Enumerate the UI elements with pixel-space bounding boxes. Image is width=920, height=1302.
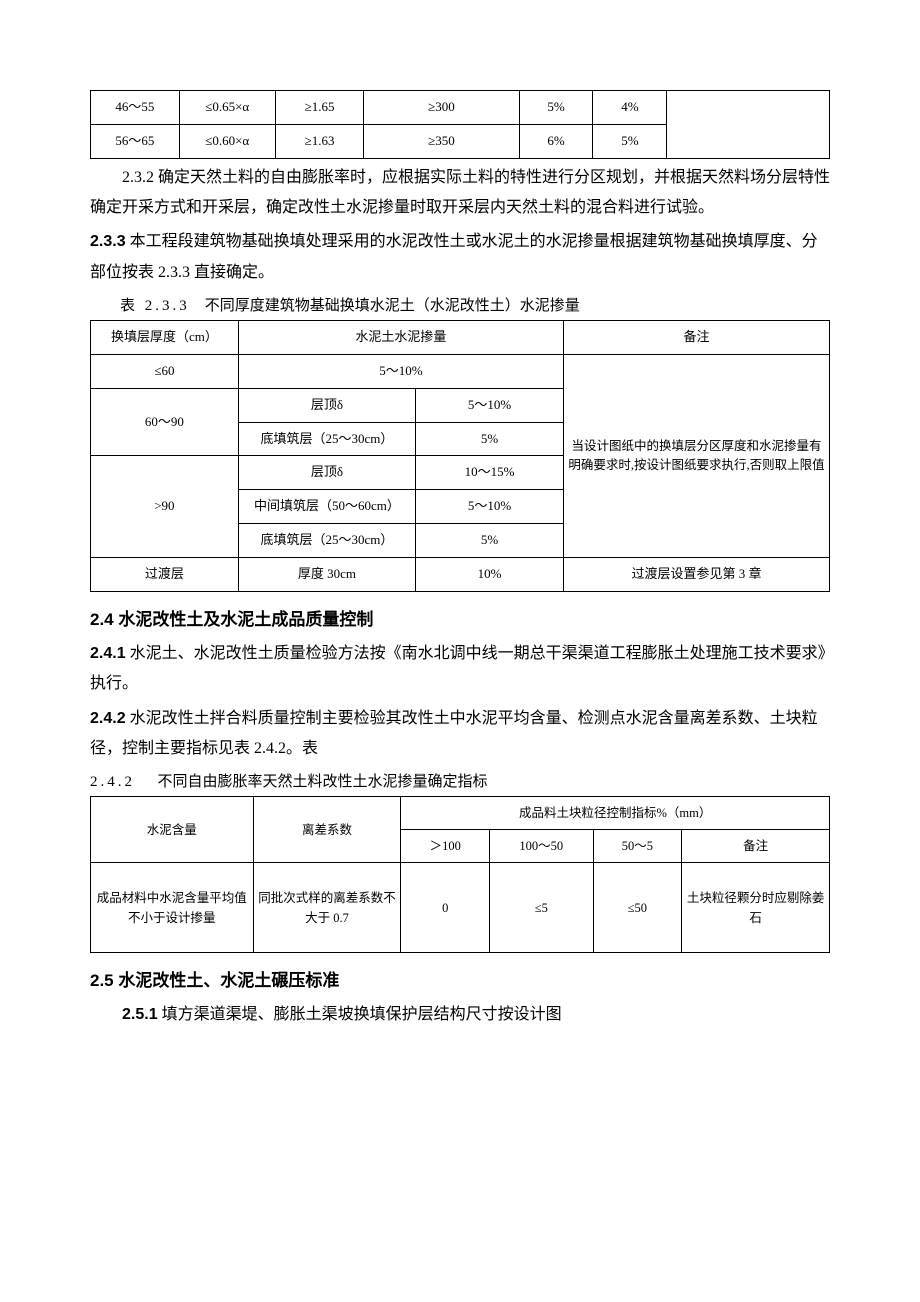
col-subheader: 50～5 xyxy=(593,830,682,863)
cell-empty xyxy=(667,91,830,159)
heading-2-4: 2.4 水泥改性土及水泥土成品质量控制 xyxy=(90,606,830,633)
para-2-3-2: 2.3.2 确定天然土料的自由膨胀率时，应根据实际土料的特性进行分区规划，并根据… xyxy=(90,163,830,224)
cell: 5～10% xyxy=(416,388,564,422)
cell: 0 xyxy=(401,863,490,953)
cell: >90 xyxy=(91,456,239,557)
table-2-4-2-caption: 2.4.2 不同自由膨胀率天然土料改性土水泥掺量确定指标 xyxy=(90,770,830,794)
caption-title: 不同自由膨胀率天然土料改性土水泥掺量确定指标 xyxy=(158,774,488,790)
table-row: 成品材料中水泥含量平均值不小于设计掺量 同批次式样的离差系数不大于 0.7 0 … xyxy=(91,863,830,953)
clause-number: 2.3.3 xyxy=(90,233,126,250)
col-header: 水泥土水泥掺量 xyxy=(238,321,563,355)
heading-2-5: 2.5 水泥改性土、水泥土碾压标准 xyxy=(90,967,830,994)
caption-number: 2.4.2 xyxy=(90,774,135,790)
cell: ≤50 xyxy=(593,863,682,953)
col-header: 离差系数 xyxy=(253,797,401,863)
cell: 成品材料中水泥含量平均值不小于设计掺量 xyxy=(91,863,254,953)
cell: ≥350 xyxy=(364,124,519,158)
col-header: 换填层厚度（cm） xyxy=(91,321,239,355)
col-header: 水泥含量 xyxy=(91,797,254,863)
cell: 6% xyxy=(519,124,593,158)
cell: 5～10% xyxy=(238,354,563,388)
clause-number: 2.5.1 xyxy=(122,1006,158,1023)
col-subheader: 100～50 xyxy=(490,830,593,863)
col-subheader: 备注 xyxy=(682,830,830,863)
cell: 过渡层设置参见第 3 章 xyxy=(563,557,829,591)
cell: ≤0.60×α xyxy=(179,124,275,158)
cell: ≥300 xyxy=(364,91,519,125)
cell: 10% xyxy=(416,557,564,591)
cell: 同批次式样的离差系数不大于 0.7 xyxy=(253,863,401,953)
cell: 土块粒径颗分时应剔除姜石 xyxy=(682,863,830,953)
clause-number: 2.4.1 xyxy=(90,645,126,662)
heading-text: 2.5 水泥改性土、水泥土碾压标准 xyxy=(90,971,339,990)
table-2-4-2: 水泥含量 离差系数 成品料土块粒径控制指标%（mm） ＞100 100～50 5… xyxy=(90,796,830,953)
cell: 5～10% xyxy=(416,490,564,524)
table-2-3-3: 换填层厚度（cm） 水泥土水泥掺量 备注 ≤60 5～10% 当设计图纸中的换填… xyxy=(90,320,830,591)
cell: 底填筑层（25～30cm） xyxy=(238,422,415,456)
clause-body: 填方渠道渠堤、膨胀土渠坡换填保护层结构尺寸按设计图 xyxy=(158,1006,562,1023)
cell: 60～90 xyxy=(91,388,239,456)
cell: ≤0.65×α xyxy=(179,91,275,125)
col-header: 备注 xyxy=(563,321,829,355)
cell: 层顶δ xyxy=(238,388,415,422)
table-row: 46～55 ≤0.65×α ≥1.65 ≥300 5% 4% xyxy=(91,91,830,125)
col-header: 成品料土块粒径控制指标%（mm） xyxy=(401,797,830,830)
col-subheader: ＞100 xyxy=(401,830,490,863)
clause-body: 本工程段建筑物基础换填处理采用的水泥改性土或水泥土的水泥掺量根据建筑物基础换填厚… xyxy=(90,233,818,280)
clause-body: 水泥土、水泥改性土质量检验方法按《南水北调中线一期总干渠渠道工程膨胀土处理施工技… xyxy=(90,645,826,692)
cell: 层顶δ xyxy=(238,456,415,490)
cell: ≥1.63 xyxy=(275,124,364,158)
cell: ≥1.65 xyxy=(275,91,364,125)
cell: 56～65 xyxy=(91,124,180,158)
table-expansion-rate-frag: 46～55 ≤0.65×α ≥1.65 ≥300 5% 4% 56～65 ≤0.… xyxy=(90,90,830,159)
cell: ≤60 xyxy=(91,354,239,388)
table-row: 过渡层 厚度 30cm 10% 过渡层设置参见第 3 章 xyxy=(91,557,830,591)
table-header-row: 换填层厚度（cm） 水泥土水泥掺量 备注 xyxy=(91,321,830,355)
cell: 底填筑层（25～30cm） xyxy=(238,523,415,557)
cell: 过渡层 xyxy=(91,557,239,591)
table-2-3-3-caption: 表 2.3.3 不同厚度建筑物基础换填水泥土（水泥改性土）水泥掺量 xyxy=(90,294,830,318)
cell: 10～15% xyxy=(416,456,564,490)
cell: 5% xyxy=(416,422,564,456)
cell: 4% xyxy=(593,91,667,125)
cell: 厚度 30cm xyxy=(238,557,415,591)
heading-text: 2.4 水泥改性土及水泥土成品质量控制 xyxy=(90,610,373,629)
cell: 5% xyxy=(519,91,593,125)
para-2-4-1: 2.4.1 水泥土、水泥改性土质量检验方法按《南水北调中线一期总干渠渠道工程膨胀… xyxy=(90,639,830,700)
clause-body: 水泥改性土拌合料质量控制主要检验其改性土中水泥平均含量、检测点水泥含量离差系数、… xyxy=(90,710,818,757)
table-row: ≤60 5～10% 当设计图纸中的换填层分区厚度和水泥掺量有明确要求时,按设计图… xyxy=(91,354,830,388)
caption-number: 表 2.3.3 xyxy=(120,298,190,314)
cell: ≤5 xyxy=(490,863,593,953)
cell: 46～55 xyxy=(91,91,180,125)
cell-note: 当设计图纸中的换填层分区厚度和水泥掺量有明确要求时,按设计图纸要求执行,否则取上… xyxy=(563,354,829,557)
para-2-4-2: 2.4.2 水泥改性土拌合料质量控制主要检验其改性土中水泥平均含量、检测点水泥含… xyxy=(90,704,830,765)
caption-title: 不同厚度建筑物基础换填水泥土（水泥改性土）水泥掺量 xyxy=(205,298,580,314)
table-header-row: 水泥含量 离差系数 成品料土块粒径控制指标%（mm） xyxy=(91,797,830,830)
cell: 5% xyxy=(416,523,564,557)
cell: 5% xyxy=(593,124,667,158)
clause-number: 2.4.2 xyxy=(90,710,126,727)
para-2-5-1: 2.5.1 填方渠道渠堤、膨胀土渠坡换填保护层结构尺寸按设计图 xyxy=(90,1000,830,1030)
para-2-3-3: 2.3.3 本工程段建筑物基础换填处理采用的水泥改性土或水泥土的水泥掺量根据建筑… xyxy=(90,227,830,288)
cell: 中间填筑层（50～60cm） xyxy=(238,490,415,524)
